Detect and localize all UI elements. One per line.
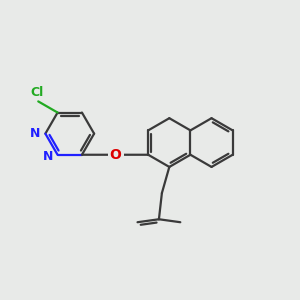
Text: N: N bbox=[30, 127, 40, 140]
Text: N: N bbox=[43, 150, 53, 163]
Text: O: O bbox=[110, 148, 122, 162]
Text: Cl: Cl bbox=[30, 86, 43, 99]
